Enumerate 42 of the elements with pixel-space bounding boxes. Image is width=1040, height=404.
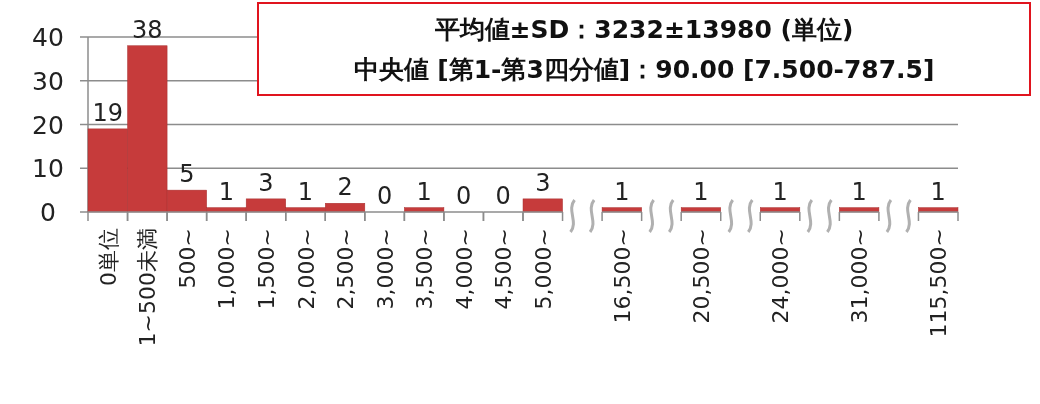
data-label: 1 [416,177,432,206]
x-tick-label: 3,500~ [412,228,438,310]
x-tick-label: 4,500~ [491,228,517,310]
x-tick-label: 2,500~ [333,228,359,310]
x-tick-label: 20,500~ [688,228,714,324]
annotation-box: 平均値±SD：3232±13980 (単位) 中央値 [第1-第3四分値]：90.00 [7.500-787.5] [257,2,1031,96]
y-tick-label: 20 [32,110,64,140]
x-tick-label: 3,000~ [372,228,398,310]
y-tick-label: 0 [40,198,56,227]
data-label: 3 [258,168,274,197]
data-label: 1 [772,177,788,206]
data-label: 3 [535,168,551,197]
data-label: 1 [693,177,709,206]
x-tick-label: 115,500~ [926,228,952,338]
y-tick-label: 10 [32,154,64,184]
data-label: 0 [376,182,393,210]
x-tick-label: 16,500~ [609,228,635,324]
data-label: 1 [218,177,235,206]
x-tick-label: 31,000~ [847,228,873,324]
x-tick-label: 1~500未満 [135,228,161,347]
x-tick-label: 500~ [174,228,200,289]
x-tick-label: 2,000~ [293,228,319,310]
data-label: 0 [495,182,511,210]
y-tick-label: 40 [32,23,64,52]
data-label: 0 [456,182,472,210]
annotation: 中央値 [第1-第3四分値]：90.00 [7.500-787.5] [353,55,935,84]
x-tick-label: 4,000~ [451,228,477,310]
data-label: 1 [297,177,314,206]
x-tick-label: 1,000~ [214,228,240,310]
data-label: 2 [337,173,353,202]
x-tick-label: 1,500~ [253,228,279,310]
x-tick-label: 5,000~ [530,228,556,310]
y-tick-label: 30 [32,66,64,96]
annotation: 平均値±SD：3232±13980 (単位) [433,15,854,44]
x-tick-label: 0単位 [95,228,121,286]
data-label: 5 [179,160,195,189]
data-label: 38 [132,15,163,44]
data-label: 19 [92,98,124,127]
x-tick-label: 24,000~ [768,228,794,324]
data-label: 1 [930,177,946,206]
data-label: 1 [851,177,867,206]
data-label: 1 [614,177,630,206]
